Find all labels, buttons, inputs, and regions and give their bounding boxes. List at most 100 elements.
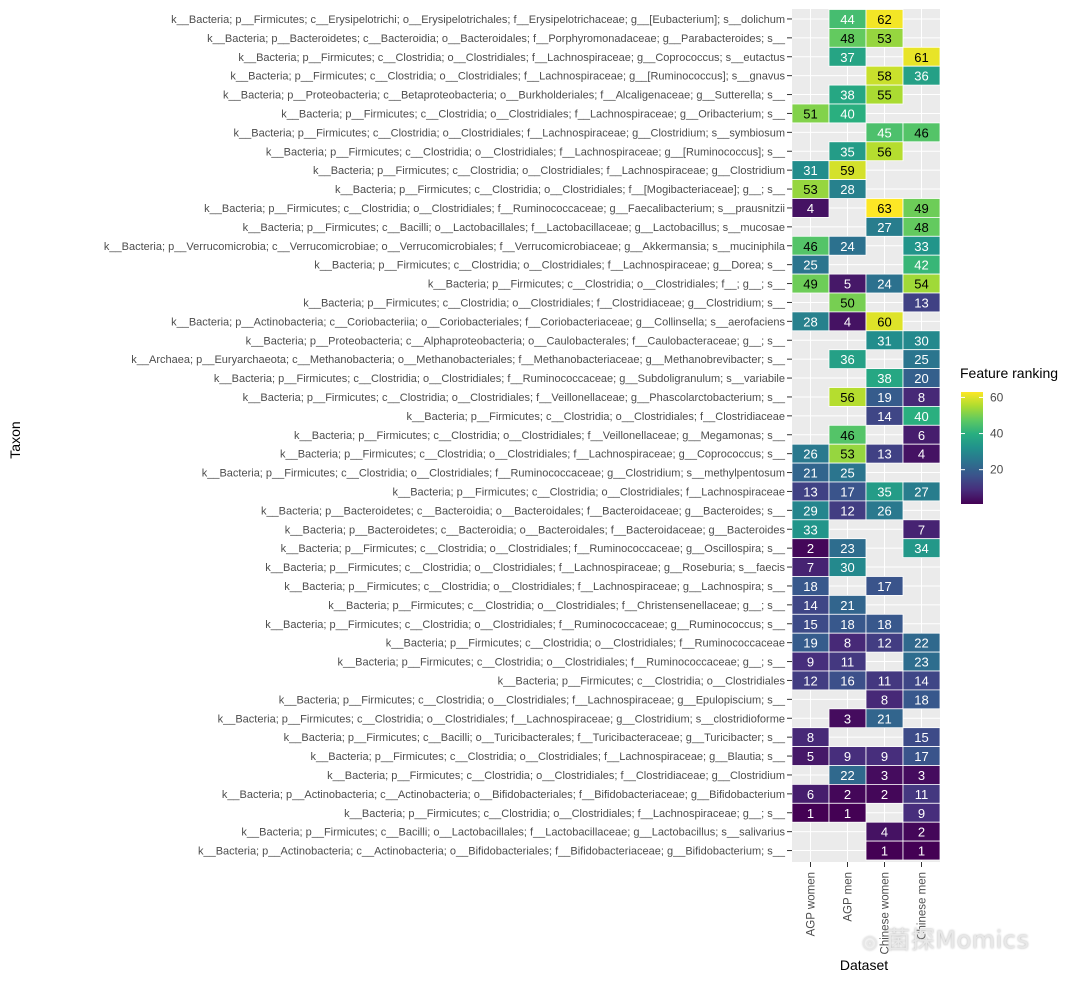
tile-value-label: 55 — [877, 88, 891, 103]
tile-value-label: 28 — [803, 314, 817, 329]
tile-value-label: 9 — [807, 655, 814, 670]
tile-value-label: 38 — [840, 88, 854, 103]
tile-value-label: 40 — [840, 106, 854, 121]
tile-value-label: 34 — [914, 541, 928, 556]
tile-value-label: 17 — [840, 484, 854, 499]
y-tick-label: k__Bacteria; p__Bacteroidetes; c__Bacter… — [261, 505, 786, 517]
y-tick-label: k__Bacteria; p__Firmicutes; c__Clostridi… — [214, 373, 785, 385]
y-tick-label: k__Bacteria; p__Firmicutes; c__Clostridi… — [335, 184, 786, 196]
tile-value-label: 1 — [844, 806, 851, 821]
y-tick-label: k__Bacteria; p__Firmicutes; c__Clostridi… — [284, 581, 786, 593]
y-tick-label: k__Bacteria; p__Firmicutes; c__Clostridi… — [218, 713, 785, 725]
tile-value-label: 35 — [840, 144, 854, 159]
tile-value-label: 15 — [914, 730, 928, 745]
tile-value-label: 3 — [918, 768, 925, 783]
tile-value-label: 21 — [840, 598, 854, 613]
y-tick-label: k__Bacteria; p__Firmicutes; c__Clostridi… — [280, 449, 786, 461]
tile-value-label: 46 — [840, 428, 854, 443]
tile-value-label: 40 — [914, 409, 928, 424]
heatmap-tile — [902, 122, 941, 143]
tile-value-label: 36 — [914, 69, 928, 84]
heatmap-tile — [828, 103, 867, 124]
heatmap-tile — [902, 840, 941, 861]
y-tick-label: k__Bacteria; p__Firmicutes; c__Clostridi… — [204, 203, 785, 215]
tile-value-label: 44 — [840, 12, 854, 27]
tile-value-label: 1 — [881, 844, 888, 859]
x-tick-label: AGP women — [806, 872, 818, 936]
heatmap-tile — [828, 557, 867, 577]
y-tick-label: k__Bacteria; p__Firmicutes; c__Clostridi… — [311, 751, 786, 763]
tile-value-label: 9 — [918, 806, 925, 821]
y-tick-label: k__Bacteria; p__Bacteroidetes; c__Bacter… — [207, 33, 786, 45]
tile-value-label: 48 — [914, 220, 928, 235]
tile-value-label: 13 — [914, 295, 928, 310]
y-tick-label: k__Bacteria; p__Firmicutes; c__Clostridi… — [265, 619, 786, 631]
heatmap-tile — [865, 84, 904, 105]
y-tick-label: k__Bacteria; p__Firmicutes; c__Clostridi… — [328, 600, 786, 612]
y-tick-label: k__Bacteria; p__Firmicutes; c__Clostridi… — [202, 468, 785, 480]
y-tick-label: k__Bacteria; p__Firmicutes; c__Clostridi… — [238, 52, 785, 64]
tile-value-label: 2 — [807, 541, 814, 556]
tile-value-label: 1 — [918, 844, 925, 859]
heatmap-tile — [828, 46, 867, 67]
heatmap-tile — [828, 802, 867, 823]
taxon-tick-labels: k__Bacteria; p__Firmicutes; c__Erysipelo… — [104, 14, 792, 858]
tile-value-label: 13 — [877, 447, 891, 462]
tile-value-label: 33 — [914, 239, 928, 254]
y-tick-label: k__Bacteria; p__Firmicutes; c__Clostridi… — [243, 392, 786, 404]
y-axis-title: Taxon — [7, 421, 23, 458]
tile-value-label: 14 — [803, 598, 817, 613]
tile-value-label: 2 — [918, 825, 925, 840]
tile-value-label: 56 — [877, 144, 891, 159]
tile-value-label: 50 — [840, 295, 854, 310]
tile-value-label: 46 — [914, 125, 928, 140]
tile-value-label: 36 — [840, 352, 854, 367]
tile-value-label: 12 — [803, 673, 817, 688]
watermark-text: 菌探Momics — [886, 926, 1030, 954]
tile-value-label: 25 — [914, 352, 928, 367]
y-tick-label: k__Bacteria; p__Firmicutes; c__Clostridi… — [314, 260, 786, 272]
tile-value-label: 16 — [840, 673, 854, 688]
y-tick-label: k__Bacteria; p__Firmicutes; c__Clostridi… — [294, 430, 786, 442]
legend: Feature ranking 20 40 60 — [960, 365, 1058, 504]
tile-value-label: 29 — [803, 503, 817, 518]
tile-value-label: 25 — [840, 466, 854, 481]
tile-value-label: 53 — [877, 31, 891, 46]
tile-value-label: 27 — [877, 220, 891, 235]
tile-value-label: 25 — [803, 258, 817, 273]
tile-value-label: 30 — [840, 560, 854, 575]
tile-value-label: 46 — [803, 239, 817, 254]
tile-value-label: 12 — [840, 503, 854, 518]
tile-value-label: 24 — [877, 277, 891, 292]
tile-value-label: 11 — [878, 673, 892, 688]
tile-value-label: 4 — [918, 447, 925, 462]
y-tick-label: k__Archaea; p__Euryarchaeota; c__Methano… — [131, 354, 786, 366]
y-tick-label: k__Bacteria; p__Firmicutes; c__Bacilli; … — [243, 222, 785, 234]
tile-value-label: 9 — [881, 749, 888, 764]
tile-value-label: 18 — [914, 692, 928, 707]
tile-value-label: 17 — [914, 749, 928, 764]
tile-value-label: 38 — [877, 371, 891, 386]
heatmap-tile — [828, 179, 867, 199]
tile-value-label: 18 — [877, 617, 891, 632]
y-tick-label: k__Bacteria; p__Firmicutes; c__Clostridi… — [344, 808, 786, 820]
x-tick-label: Chinese men — [917, 872, 929, 940]
heatmap-tile — [902, 443, 941, 464]
tile-value-label: 62 — [877, 12, 891, 27]
tile-value-label: 6 — [807, 787, 814, 802]
y-tick-label: k__Bacteria; p__Firmicutes; c__Clostridi… — [234, 127, 785, 139]
tile-value-label: 19 — [877, 390, 891, 405]
y-tick-label: k__Bacteria; p__Verrucomicrobia; c__Verr… — [104, 241, 786, 253]
tile-value-label: 33 — [803, 522, 817, 537]
heatmap-tile — [865, 27, 904, 48]
y-tick-label: k__Bacteria; p__Firmicutes; c__Clostridi… — [392, 486, 785, 498]
tile-value-label: 30 — [914, 333, 928, 348]
tile-value-label: 23 — [840, 541, 854, 556]
tile-value-label: 18 — [803, 579, 817, 594]
tile-value-label: 4 — [807, 201, 814, 216]
tile-value-label: 58 — [877, 69, 891, 84]
tile-value-label: 24 — [840, 239, 854, 254]
tile-value-label: 28 — [840, 182, 854, 197]
tile-value-label: 53 — [840, 447, 854, 462]
